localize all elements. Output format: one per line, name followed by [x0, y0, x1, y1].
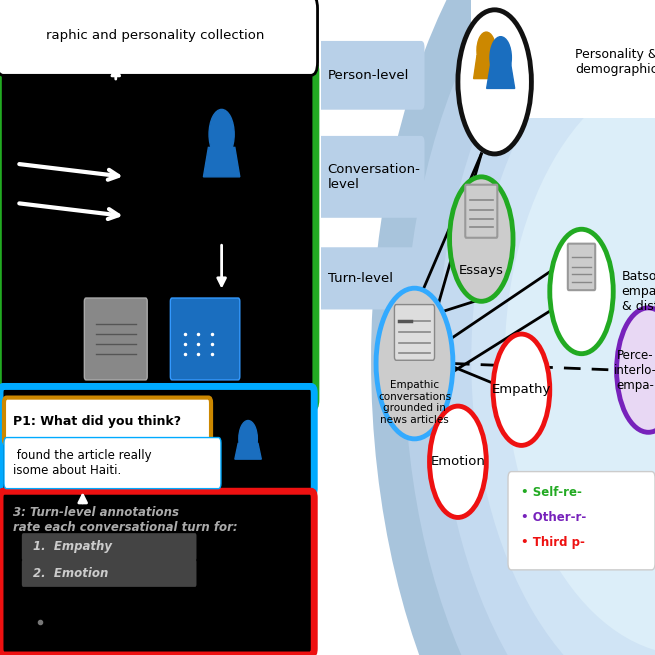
Text: Emotion: Emotion — [430, 455, 485, 468]
Ellipse shape — [404, 0, 655, 655]
FancyBboxPatch shape — [84, 298, 147, 380]
FancyBboxPatch shape — [568, 244, 595, 290]
Polygon shape — [204, 147, 240, 177]
Text: Perce-
interlo-
empa-: Perce- interlo- empa- — [614, 348, 655, 392]
FancyBboxPatch shape — [0, 62, 316, 409]
Text: Turn-level: Turn-level — [328, 272, 392, 285]
Circle shape — [493, 334, 550, 445]
FancyBboxPatch shape — [170, 298, 240, 380]
Circle shape — [477, 32, 496, 69]
Text: Empathy: Empathy — [492, 383, 551, 396]
Text: • Self-re-: • Self-re- — [521, 486, 582, 499]
FancyBboxPatch shape — [0, 491, 314, 655]
Circle shape — [239, 421, 257, 457]
FancyBboxPatch shape — [4, 438, 221, 489]
FancyBboxPatch shape — [311, 248, 424, 310]
FancyBboxPatch shape — [22, 559, 197, 587]
FancyBboxPatch shape — [0, 0, 318, 75]
Text: Batson
empathy
& distress: Batson empathy & distress — [622, 270, 655, 313]
Circle shape — [430, 406, 486, 517]
Circle shape — [376, 288, 453, 439]
FancyBboxPatch shape — [311, 41, 424, 109]
Text: 1.  Empathy: 1. Empathy — [33, 540, 112, 553]
Circle shape — [490, 37, 512, 79]
Text: Conversation-
level: Conversation- level — [328, 163, 421, 191]
Text: P1: What did you think?: P1: What did you think? — [13, 415, 181, 428]
FancyBboxPatch shape — [22, 533, 197, 561]
Text: • Third p-: • Third p- — [521, 536, 586, 549]
Text: Person-level: Person-level — [328, 69, 409, 82]
FancyBboxPatch shape — [0, 386, 314, 495]
FancyBboxPatch shape — [311, 136, 424, 217]
Text: Personality &
demographics: Personality & demographics — [575, 48, 655, 76]
FancyBboxPatch shape — [472, 0, 655, 118]
Text: 3: Turn-level annotations: 3: Turn-level annotations — [13, 506, 179, 519]
Text: found the article really
isome about Haiti.: found the article really isome about Hai… — [13, 449, 152, 477]
FancyBboxPatch shape — [4, 398, 211, 444]
Polygon shape — [474, 56, 499, 79]
Circle shape — [616, 308, 655, 432]
Text: • Other-r-: • Other-r- — [521, 511, 587, 524]
Ellipse shape — [438, 0, 655, 655]
Text: raphic and personality collection: raphic and personality collection — [47, 29, 265, 42]
Polygon shape — [235, 443, 261, 459]
Text: Empathic
conversations
grounded in
news articles: Empathic conversations grounded in news … — [378, 380, 451, 424]
FancyBboxPatch shape — [465, 185, 497, 238]
Text: Essays: Essays — [459, 264, 504, 277]
Ellipse shape — [504, 66, 655, 655]
Circle shape — [550, 229, 613, 354]
FancyBboxPatch shape — [394, 305, 434, 360]
Ellipse shape — [471, 0, 655, 655]
Text: rate each conversational turn for:: rate each conversational turn for: — [13, 521, 238, 534]
Text: 2.  Emotion: 2. Emotion — [33, 567, 109, 580]
Ellipse shape — [371, 0, 655, 655]
FancyBboxPatch shape — [508, 472, 655, 570]
Circle shape — [458, 10, 531, 154]
Circle shape — [449, 177, 513, 301]
Polygon shape — [487, 64, 515, 88]
Circle shape — [209, 109, 234, 159]
